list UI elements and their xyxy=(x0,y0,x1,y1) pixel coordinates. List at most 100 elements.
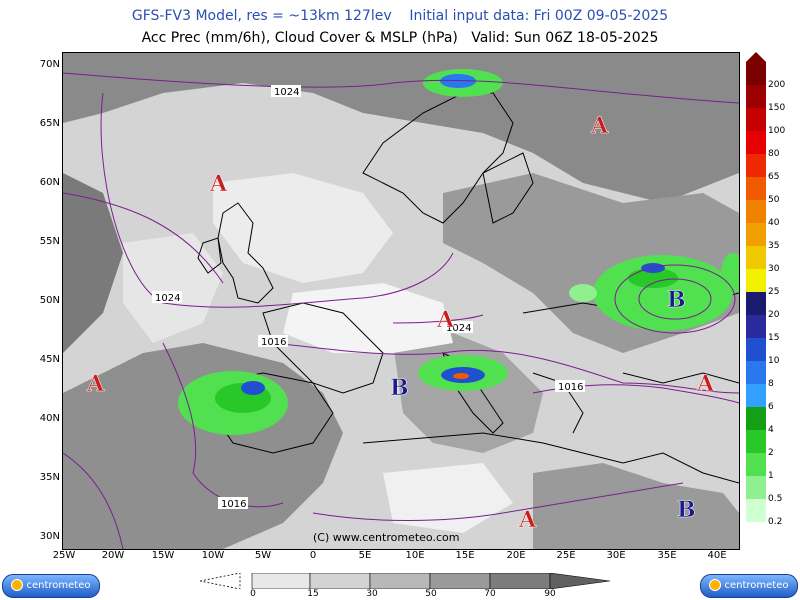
colorbar-label: 10 xyxy=(768,356,780,366)
globe-icon xyxy=(709,579,722,591)
lon-label-10w: 10W xyxy=(201,550,225,561)
cloud-label: 30 xyxy=(366,589,378,599)
globe-icon xyxy=(11,579,24,591)
lat-label-50n: 50N xyxy=(39,295,60,306)
isobar-label: 1016 xyxy=(221,499,246,510)
colorbar-label: 4 xyxy=(768,425,774,435)
colorbar-label: 25 xyxy=(768,287,780,297)
isobars xyxy=(63,72,739,549)
colorbar-swatch xyxy=(746,200,766,223)
isobar-labels: 1024 1024 1024 1016 1016 1016 xyxy=(152,85,585,510)
isobar-label: 1024 xyxy=(446,323,471,334)
lat-label-60n: 60N xyxy=(39,177,60,188)
lon-label-0: 0 xyxy=(309,550,317,561)
lon-label-15e: 15E xyxy=(455,550,475,561)
lat-label-65n: 65N xyxy=(39,118,60,129)
colorbar-swatch xyxy=(746,269,766,292)
lon-label-5e: 5E xyxy=(358,550,372,561)
colorbar-swatch xyxy=(746,499,766,522)
isobar-label: 1016 xyxy=(558,382,583,393)
low-pressure-center: B xyxy=(667,287,686,313)
colorbar-label: 2 xyxy=(768,448,774,458)
colorbar-label: 1 xyxy=(768,471,774,481)
colorbar-swatch xyxy=(746,62,766,85)
cloud-label: 90 xyxy=(544,589,556,599)
colorbar-label: 65 xyxy=(768,172,780,182)
high-pressure-center: A xyxy=(209,171,228,197)
colorbar-label: 0.2 xyxy=(768,517,783,527)
colorbar-swatch xyxy=(746,154,766,177)
lat-label-45n: 45N xyxy=(39,354,60,365)
colorbar-label: 80 xyxy=(768,149,780,159)
colorbar-label: 15 xyxy=(768,333,780,343)
colorbar-swatch xyxy=(746,292,766,315)
lon-label-10e: 10E xyxy=(405,550,425,561)
lon-label-35e: 35E xyxy=(657,550,677,561)
lon-label-30e: 30E xyxy=(606,550,626,561)
colorbar-label: 8 xyxy=(768,379,774,389)
high-pressure-center: A xyxy=(590,113,609,139)
watermark: (C) www.centrometeo.com xyxy=(313,531,459,544)
colorbar-swatch xyxy=(746,407,766,430)
logo-right[interactable]: centrometeo xyxy=(700,574,798,598)
high-pressure-center: A xyxy=(696,371,715,397)
lon-label-5w: 5W xyxy=(254,550,272,561)
high-pressure-center: A xyxy=(518,507,537,533)
lon-label-25e: 25E xyxy=(556,550,576,561)
low-pressure-center: B xyxy=(677,497,696,523)
colorbar-label: 150 xyxy=(768,103,786,113)
colorbar-label: 30 xyxy=(768,264,780,274)
colorbar-label: 35 xyxy=(768,241,780,251)
pressure-centers: A A A A A A B B B xyxy=(86,113,716,534)
precipitation-colorbar xyxy=(746,52,766,522)
colorbar-swatch xyxy=(746,108,766,131)
lon-label-15w: 15W xyxy=(151,550,175,561)
lat-label-40n: 40N xyxy=(39,413,60,424)
cloud-label: 0 xyxy=(250,589,256,599)
high-pressure-center: A xyxy=(86,371,105,397)
lon-label-20w: 20W xyxy=(101,550,125,561)
colorbar-swatch xyxy=(746,315,766,338)
colorbar-swatch xyxy=(746,430,766,453)
colorbar-swatch xyxy=(746,131,766,154)
isobar-label: 1024 xyxy=(274,87,299,98)
colorbar-swatch xyxy=(746,453,766,476)
low-pressure-center: B xyxy=(390,375,409,401)
colorbar-label: 6 xyxy=(768,402,774,412)
colorbar-swatch xyxy=(746,223,766,246)
cloud-label: 50 xyxy=(425,589,437,599)
colorbar-label: 200 xyxy=(768,80,786,90)
logo-left[interactable]: centrometeo xyxy=(2,574,100,598)
cloud-label: 70 xyxy=(484,589,496,599)
colorbar-label: 100 xyxy=(768,126,786,136)
isobar-label: 1024 xyxy=(155,293,180,304)
weather-map: 1024 1024 1024 1016 1016 1016 A A A A A … xyxy=(62,52,740,550)
lat-label-55n: 55N xyxy=(39,236,60,247)
lon-label-40e: 40E xyxy=(707,550,727,561)
colorbar-label: 0.5 xyxy=(768,494,783,504)
lon-label-25w: 25W xyxy=(52,550,76,561)
colorbar-swatch xyxy=(746,476,766,499)
lat-label-70n: 70N xyxy=(39,59,60,70)
colorbar-label: 50 xyxy=(768,195,780,205)
precipitation-layer xyxy=(178,69,739,435)
isobar-label: 1016 xyxy=(261,337,286,348)
cloud-cover-layer xyxy=(63,53,739,549)
cloud-label: 15 xyxy=(307,589,319,599)
colorbar-swatch xyxy=(746,384,766,407)
colorbar-swatch xyxy=(746,338,766,361)
model-title: GFS-FV3 Model, res = ~13km 127lev Initia… xyxy=(131,8,669,24)
colorbar-arrow xyxy=(746,52,766,62)
product-title: Acc Prec (mm/6h), Cloud Cover & MSLP (hP… xyxy=(141,30,659,46)
colorbar-swatch xyxy=(746,246,766,269)
colorbar-swatch xyxy=(746,85,766,108)
colorbar-swatch xyxy=(746,361,766,384)
colorbar-label: 40 xyxy=(768,218,780,228)
colorbar-swatch xyxy=(746,177,766,200)
lat-label-30n: 30N xyxy=(39,531,60,542)
lon-label-20e: 20E xyxy=(506,550,526,561)
cloud-cover-colorbar xyxy=(200,573,610,589)
lat-label-35n: 35N xyxy=(39,472,60,483)
high-pressure-center: A xyxy=(436,307,455,333)
colorbar-label: 20 xyxy=(768,310,780,320)
